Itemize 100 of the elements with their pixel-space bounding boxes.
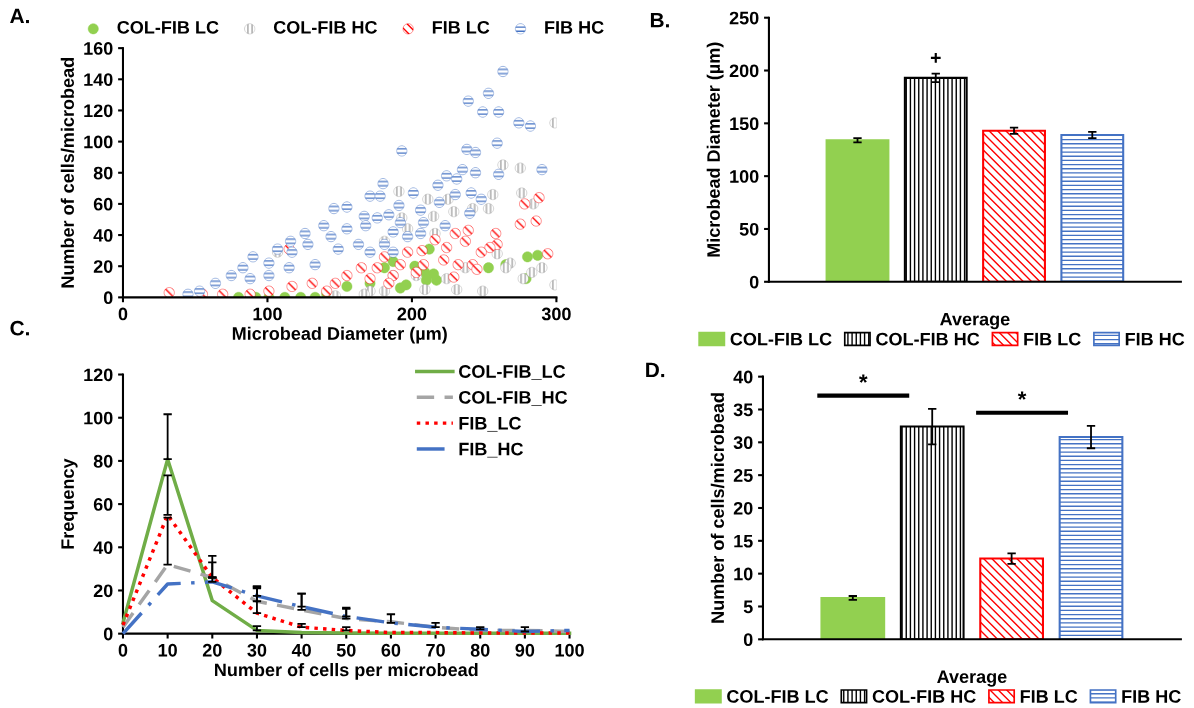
point: [460, 235, 471, 247]
y-tick-label: 35: [733, 403, 753, 417]
point: [438, 254, 450, 266]
legend-label: FIB LC: [1020, 690, 1078, 703]
legend-label: FIB LC: [432, 20, 490, 34]
point: [419, 284, 431, 295]
point: [306, 277, 318, 289]
point: [484, 242, 496, 253]
y-tick-label: 120: [84, 368, 113, 382]
point: [514, 162, 526, 174]
x-tick-label: Average: [937, 670, 1007, 687]
point: [497, 159, 509, 171]
point: [379, 251, 390, 263]
y-tick-label: 20: [93, 584, 113, 598]
y-tick-label: 60: [93, 197, 113, 211]
legend-label: COL-FIB HC: [876, 332, 980, 346]
legend-label: COL-FIB LC: [730, 332, 832, 346]
y-axis-title: Frequency: [61, 458, 78, 549]
chart-title: C.: [10, 320, 29, 336]
point: [448, 206, 460, 218]
y-tick-label: 0: [103, 627, 113, 641]
point: [364, 273, 376, 285]
legend-label: COL-FIB_HC: [459, 390, 568, 406]
y-tick-label: 20: [93, 260, 113, 273]
y-tick-label: 0: [103, 291, 113, 305]
point: [341, 281, 353, 292]
point: [428, 211, 439, 222]
y-tick-label: 60: [93, 498, 113, 511]
legend-label: COL-FIB HC: [273, 20, 378, 34]
point: [341, 270, 353, 281]
legend-label: FIB HC: [1122, 690, 1181, 703]
point: [526, 267, 538, 278]
x-tick-label: 20: [202, 643, 222, 657]
y-tick-label: 160: [84, 42, 113, 55]
y-tick-label: 5: [743, 600, 753, 614]
x-tick-label: 40: [291, 643, 311, 657]
point: [471, 263, 483, 275]
point: [371, 262, 383, 274]
y-axis-title: Number of cells/microbead: [60, 58, 75, 288]
x-tick-label: 50: [336, 643, 356, 657]
y-tick-label: 40: [733, 370, 753, 384]
chart-title: D.: [646, 362, 665, 378]
x-tick-label: 0: [118, 643, 128, 657]
y-tick-label: 100: [84, 135, 113, 149]
bar: [982, 129, 1046, 282]
x-tick-label: 300: [541, 307, 571, 321]
x-tick-label: 200: [397, 307, 427, 321]
y-tick-label: 15: [734, 534, 753, 548]
chart-title: B.: [650, 13, 669, 28]
bar: [979, 557, 1044, 640]
point: [452, 259, 464, 271]
x-tick-label: 100: [253, 307, 282, 321]
y-tick-label: 100: [84, 411, 113, 425]
legend-label: FIB_LC: [459, 416, 522, 432]
x-tick-label: 90: [515, 643, 535, 657]
y-tick-label: 40: [93, 228, 113, 242]
point: [395, 259, 406, 271]
y-tick-label: 120: [84, 104, 113, 118]
x-tick-label: 10: [158, 643, 177, 657]
point: [462, 225, 474, 236]
point: [533, 192, 545, 204]
y-tick-label: 40: [93, 541, 113, 554]
bar: [820, 596, 886, 640]
y-tick-label: 200: [729, 64, 759, 78]
y-axis-title: Number of cells/microbead: [710, 393, 725, 623]
point: [356, 262, 367, 274]
point: [263, 285, 275, 297]
point: [530, 215, 542, 227]
x-axis-title: Number of cells per microbead: [215, 662, 478, 680]
bar: [1058, 436, 1124, 640]
y-tick-label: 25: [733, 469, 753, 482]
point: [514, 218, 526, 230]
bar: [1060, 133, 1125, 282]
point: [522, 251, 533, 263]
y-tick-label: 80: [93, 454, 113, 468]
x-tick-label: 70: [426, 643, 445, 657]
legend-label: FIB HC: [1125, 332, 1185, 346]
y-tick-label: 0: [743, 633, 753, 647]
point: [475, 246, 487, 258]
y-tick-label: 30: [733, 436, 753, 450]
x-tick-label: Average: [940, 312, 1010, 330]
point: [483, 203, 494, 214]
point: [516, 187, 528, 199]
point: [448, 271, 460, 283]
annotation: *: [859, 374, 868, 383]
legend-label: COL-FIB LC: [727, 690, 829, 703]
y-tick-label: 140: [84, 73, 113, 87]
y-tick-label: 20: [733, 501, 753, 515]
annotation: +: [930, 52, 941, 63]
point: [487, 189, 499, 200]
legend-label: FIB LC: [1024, 332, 1081, 346]
y-tick-label: 10: [734, 567, 753, 581]
y-axis-title: Microbead Diameter (µm): [706, 42, 724, 257]
annotation: *: [1017, 391, 1027, 400]
point: [402, 246, 413, 258]
y-tick-label: 50: [739, 222, 759, 236]
x-axis-title: Microbead Diameter (µm): [232, 326, 447, 344]
y-tick-label: 0: [749, 275, 759, 289]
bar: [825, 139, 890, 282]
y-tick-label: 100: [730, 170, 759, 183]
